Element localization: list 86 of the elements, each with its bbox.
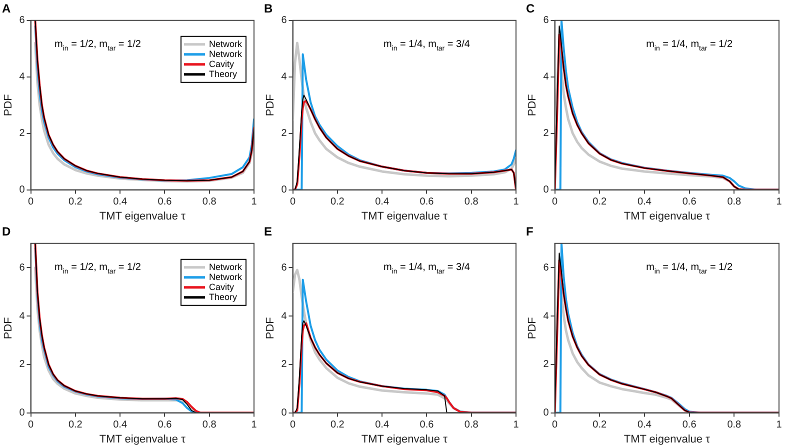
chart-title: D: [2, 224, 11, 239]
y-axis-title: PDF: [2, 94, 15, 116]
x-tick-label: 0: [552, 420, 558, 431]
x-tick-label: 0.4: [113, 196, 128, 208]
x-tick-label: 0: [552, 196, 558, 208]
legend-label: Cavity: [208, 58, 234, 69]
x-tick-label: 0.2: [330, 420, 345, 431]
x-tick-label: 0.2: [330, 196, 345, 208]
y-tick-label: 6: [281, 15, 288, 26]
y-tick-label: 4: [281, 310, 288, 322]
x-tick-label: 0.8: [202, 420, 217, 431]
y-tick-label: 4: [19, 310, 26, 322]
x-tick-label: 0.2: [68, 196, 83, 208]
y-tick-label: 4: [19, 72, 26, 83]
x-tick-label: 1: [513, 196, 520, 208]
chart-title: F: [526, 224, 534, 239]
y-tick-label: 4: [543, 310, 550, 322]
x-tick-label: 0.2: [68, 420, 83, 431]
chart-title: E: [264, 224, 272, 239]
x-axis-title: TMT eigenvalue τ: [624, 210, 711, 222]
x-tick-label: 1: [251, 420, 258, 431]
x-axis-title: TMT eigenvalue τ: [361, 210, 448, 222]
legend-label: Network: [208, 272, 242, 282]
x-tick-label: 0.4: [113, 420, 128, 431]
x-tick-label: 0.6: [682, 196, 697, 208]
legend-label: Theory: [208, 292, 238, 302]
x-tick-label: 0.4: [375, 420, 390, 431]
x-tick-label: 0.8: [464, 196, 479, 208]
legend-label: Cavity: [208, 282, 234, 292]
y-tick-label: 2: [543, 128, 550, 140]
y-axis-title: PDF: [526, 94, 539, 116]
x-tick-label: 1: [776, 420, 782, 431]
y-tick-label: 0: [543, 408, 550, 419]
x-tick-label: 0: [290, 420, 296, 431]
x-tick-label: 0.4: [375, 196, 390, 208]
legend-label: Network: [208, 262, 242, 272]
x-tick-label: 0: [290, 196, 296, 208]
x-tick-label: 0.6: [420, 196, 434, 208]
y-tick-label: 2: [19, 359, 26, 370]
y-tick-label: 4: [281, 72, 288, 83]
legend-label: Theory: [208, 68, 238, 79]
y-tick-label: 6: [543, 262, 550, 274]
y-tick-label: 0: [19, 184, 26, 196]
legend-label: Network: [208, 38, 242, 49]
x-axis-title: TMT eigenvalue τ: [361, 433, 448, 446]
x-tick-label: 0.2: [592, 420, 607, 431]
x-tick-label: 0.2: [592, 196, 607, 208]
y-tick-label: 2: [281, 359, 288, 370]
legend-label: Network: [208, 48, 242, 59]
y-tick-label: 6: [19, 15, 26, 26]
y-axis-title: PDF: [264, 316, 277, 340]
x-tick-label: 1: [776, 196, 782, 208]
y-tick-label: 6: [281, 262, 288, 274]
x-tick-label: 0.8: [727, 420, 742, 431]
y-tick-label: 0: [19, 408, 26, 419]
x-tick-label: 0.4: [638, 196, 652, 208]
x-tick-label: 0.8: [727, 196, 742, 208]
y-tick-label: 0: [281, 184, 288, 196]
x-tick-label: 0.6: [158, 196, 172, 208]
x-tick-label: 1: [251, 196, 258, 208]
y-tick-label: 2: [19, 128, 26, 140]
x-tick-label: 0: [28, 420, 34, 431]
x-tick-label: 0.6: [682, 420, 697, 431]
y-tick-label: 2: [281, 128, 288, 140]
y-axis-title: PDF: [2, 316, 15, 340]
y-tick-label: 0: [281, 408, 288, 419]
chart-title: C: [526, 2, 535, 16]
x-axis-title: TMT eigenvalue τ: [99, 210, 186, 222]
x-tick-label: 0.6: [158, 420, 172, 431]
y-tick-label: 6: [543, 15, 550, 26]
x-tick-label: 0.8: [464, 420, 479, 431]
chart-title: A: [2, 2, 11, 16]
y-axis-title: PDF: [264, 94, 277, 116]
chart-title: B: [264, 2, 273, 16]
y-tick-label: 6: [19, 262, 26, 274]
y-tick-label: 0: [543, 184, 550, 196]
x-axis-title: TMT eigenvalue τ: [624, 433, 711, 446]
y-tick-label: 4: [543, 72, 550, 83]
x-tick-label: 0: [28, 196, 34, 208]
x-tick-label: 0.6: [420, 420, 434, 431]
x-tick-label: 0.4: [638, 420, 652, 431]
y-axis-title: PDF: [526, 316, 539, 340]
x-axis-title: TMT eigenvalue τ: [99, 433, 186, 446]
x-tick-label: 0.8: [202, 196, 217, 208]
y-tick-label: 2: [543, 359, 550, 370]
x-tick-label: 1: [513, 420, 520, 431]
